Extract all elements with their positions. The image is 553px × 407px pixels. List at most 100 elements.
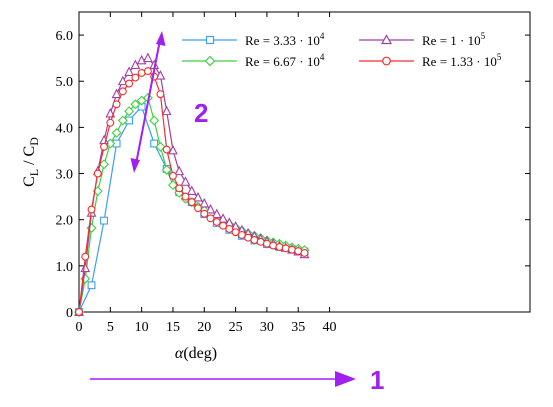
data-point [87, 281, 96, 290]
y-axis-label: CL / CD [21, 137, 41, 187]
arrowhead-up-icon [156, 31, 166, 46]
data-point [206, 214, 215, 223]
legend-label-0: Re = 3.33 · 10 [245, 33, 320, 48]
data-point [130, 59, 141, 70]
data-point [118, 87, 127, 96]
data-point [180, 176, 191, 186]
y-axis-c1: C [21, 176, 38, 187]
data-point [288, 245, 296, 254]
y-axis-c2: C [21, 146, 38, 157]
x-tick-label: 30 [260, 320, 274, 335]
legend-item-3: Re = 1.33 · 105 [359, 52, 502, 69]
data-point [199, 197, 210, 208]
data-point [150, 139, 159, 148]
data-point [231, 228, 240, 237]
data-point [112, 100, 121, 109]
data-point [143, 52, 153, 63]
data-point [211, 208, 222, 219]
svg-text:Re = 1.33 · 105: Re = 1.33 · 105 [422, 52, 502, 69]
arrowhead-down-icon [130, 158, 140, 173]
legend-item-1: Re = 6.67 · 104 [182, 52, 325, 69]
data-point [143, 67, 152, 76]
data-point [237, 230, 246, 239]
y-tick-label: 3.0 [56, 168, 74, 183]
data-point [281, 244, 290, 253]
x-tick-label: 0 [76, 320, 83, 335]
y-axis-sep: / [21, 156, 38, 168]
y-axis-sub2: D [27, 137, 41, 146]
annotation-arrow-1 [90, 371, 356, 387]
data-point [155, 141, 166, 152]
data-point [124, 106, 135, 117]
data-point [161, 164, 172, 175]
x-tick-label: 5 [107, 320, 114, 335]
data-point [225, 224, 234, 233]
y-tick-label: 6.0 [56, 29, 74, 44]
y-tick-label: 2.0 [56, 214, 74, 229]
data-point [194, 204, 202, 213]
x-tick-label: 35 [291, 320, 305, 335]
data-point [168, 144, 178, 155]
data-point [125, 79, 134, 88]
data-point [200, 209, 209, 218]
data-point [187, 198, 196, 207]
data-point [81, 252, 90, 261]
data-point [205, 203, 216, 214]
legend-exp-3: 5 [497, 52, 502, 62]
legend-label-2: Re = 1 · 10 [422, 33, 481, 48]
data-point [124, 66, 135, 76]
y-tick-label: 1.0 [56, 260, 74, 275]
legend-exp-2: 5 [481, 31, 486, 41]
data-point [87, 205, 96, 214]
data-point [117, 75, 128, 86]
legend-item-2: Re = 1 · 105 [359, 31, 486, 48]
data-point [161, 105, 172, 116]
y-tick-label: 5.0 [56, 75, 74, 90]
legend-label-1: Re = 6.67 · 10 [245, 54, 320, 69]
data-point [169, 171, 177, 180]
svg-text:Re = 6.67 · 104: Re = 6.67 · 104 [245, 52, 325, 69]
data-point [130, 99, 141, 110]
data-point [219, 221, 228, 230]
annotation-label-2: 2 [194, 98, 208, 128]
data-point [269, 241, 278, 250]
data-point [100, 216, 109, 225]
annotation-label-1: 1 [370, 365, 384, 395]
data-point [100, 142, 109, 151]
data-point [106, 118, 115, 127]
x-tick-label: 10 [135, 320, 149, 335]
data-point [162, 145, 171, 154]
y-tick-label: 0 [66, 306, 73, 321]
data-point [174, 165, 185, 176]
data-point [212, 218, 221, 226]
data-point [149, 115, 160, 126]
y-tick-label: 4.0 [56, 121, 74, 136]
data-point [99, 159, 110, 170]
x-axis-ticks: 0 5 10 15 20 25 30 35 40 [76, 12, 337, 335]
data-point [131, 73, 140, 82]
legend-exp-1: 4 [320, 52, 325, 62]
data-point [75, 308, 83, 316]
data-point [186, 185, 197, 196]
svg-text:Re = 1 · 105: Re = 1 · 105 [422, 31, 486, 48]
data-point [175, 184, 184, 193]
arrowhead-right-icon [335, 371, 356, 387]
data-point [300, 248, 309, 257]
data-point [193, 191, 203, 202]
legend-label-3: Re = 1.33 · 10 [422, 54, 497, 69]
x-tick-label: 15 [166, 320, 180, 335]
x-axis-symbol: α [175, 345, 184, 362]
data-point [117, 115, 128, 126]
legend: Re = 3.33 · 104 Re = 6.67 · 104 Re = 1 ·… [182, 31, 502, 69]
data-point [155, 70, 166, 80]
x-tick-label: 20 [197, 320, 211, 335]
data-point [105, 107, 116, 118]
y-axis-sub1: L [27, 169, 41, 176]
data-point [275, 242, 284, 251]
svg-text:Re = 3.33 · 104: Re = 3.33 · 104 [245, 31, 325, 48]
x-axis-unit: (deg) [183, 345, 217, 362]
annotation-arrow-2 [130, 31, 166, 173]
data-point [111, 88, 122, 99]
data-point [93, 169, 102, 178]
